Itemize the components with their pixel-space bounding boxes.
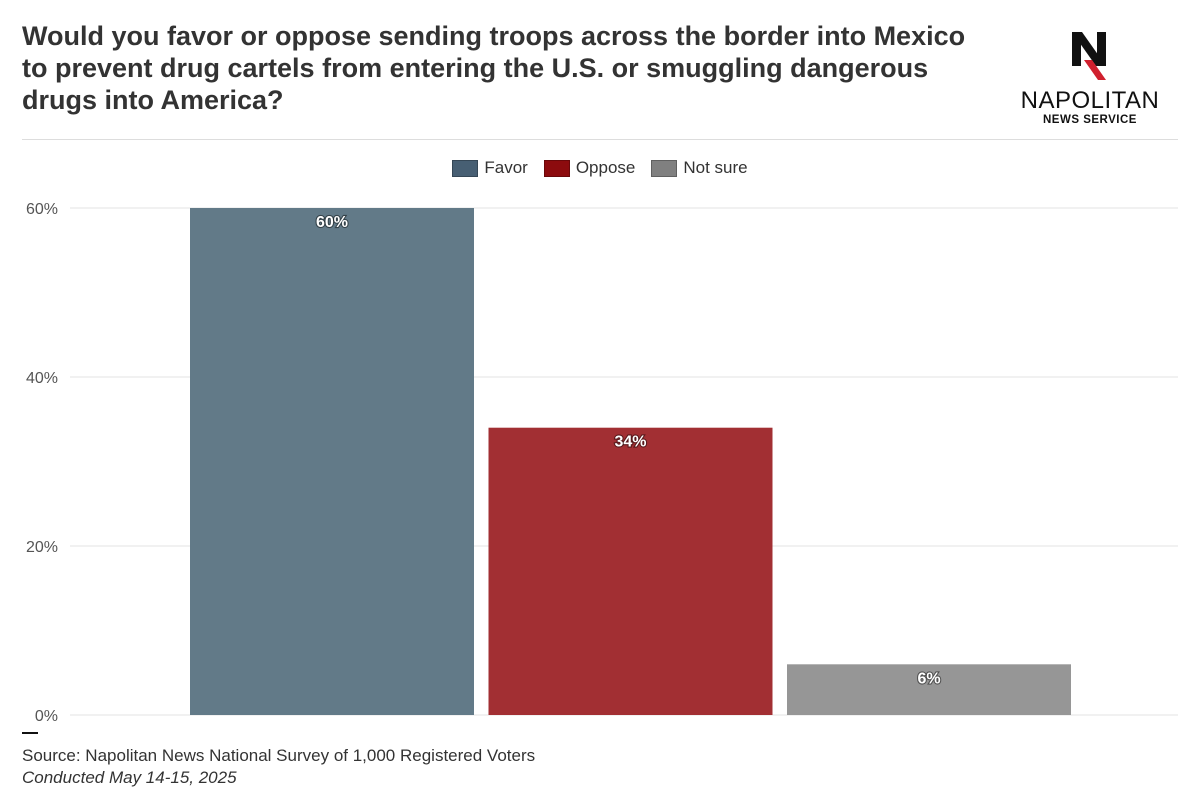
napolitan-logo: NAPOLITAN NEWS SERVICE <box>1010 30 1170 130</box>
legend-swatch <box>651 159 678 177</box>
legend-label: Favor <box>484 158 528 177</box>
bar-value-label: 60% <box>316 214 348 231</box>
legend-swatch <box>543 159 570 177</box>
y-tick-label: 60% <box>26 201 58 218</box>
chart-legend: Favor Oppose Not sure <box>0 158 1200 178</box>
source-note: Source: Napolitan News National Survey o… <box>22 746 536 765</box>
y-tick-label: 40% <box>26 370 58 387</box>
bar <box>787 664 1071 715</box>
survey-date: Conducted May 14-15, 2025 <box>22 768 237 787</box>
y-tick-label: 20% <box>26 539 58 556</box>
bar <box>488 427 773 715</box>
logo-wordmark: NAPOLITAN <box>1020 87 1160 114</box>
logo-subtitle: NEWS SERVICE <box>1043 114 1137 126</box>
napolitan-n-logo-icon <box>1072 32 1106 80</box>
legend-item: Not sure <box>651 158 748 178</box>
legend-item: Favor <box>452 158 528 178</box>
legend-swatch <box>452 159 479 177</box>
bar-chart: 0% 20% 40% 60% 60% 34% 6% <box>22 201 1178 734</box>
bar-value-label: 6% <box>917 670 940 687</box>
axis-marker <box>22 732 38 734</box>
chart-title: Would you favor or oppose sending troops… <box>22 21 966 115</box>
legend-label: Not sure <box>683 158 748 177</box>
legend-item: Oppose <box>543 158 636 178</box>
bar-value-label: 34% <box>614 434 646 451</box>
bar <box>190 208 474 715</box>
header-divider <box>22 139 1178 140</box>
y-tick-label: 0% <box>35 708 58 725</box>
legend-label: Oppose <box>575 158 636 177</box>
